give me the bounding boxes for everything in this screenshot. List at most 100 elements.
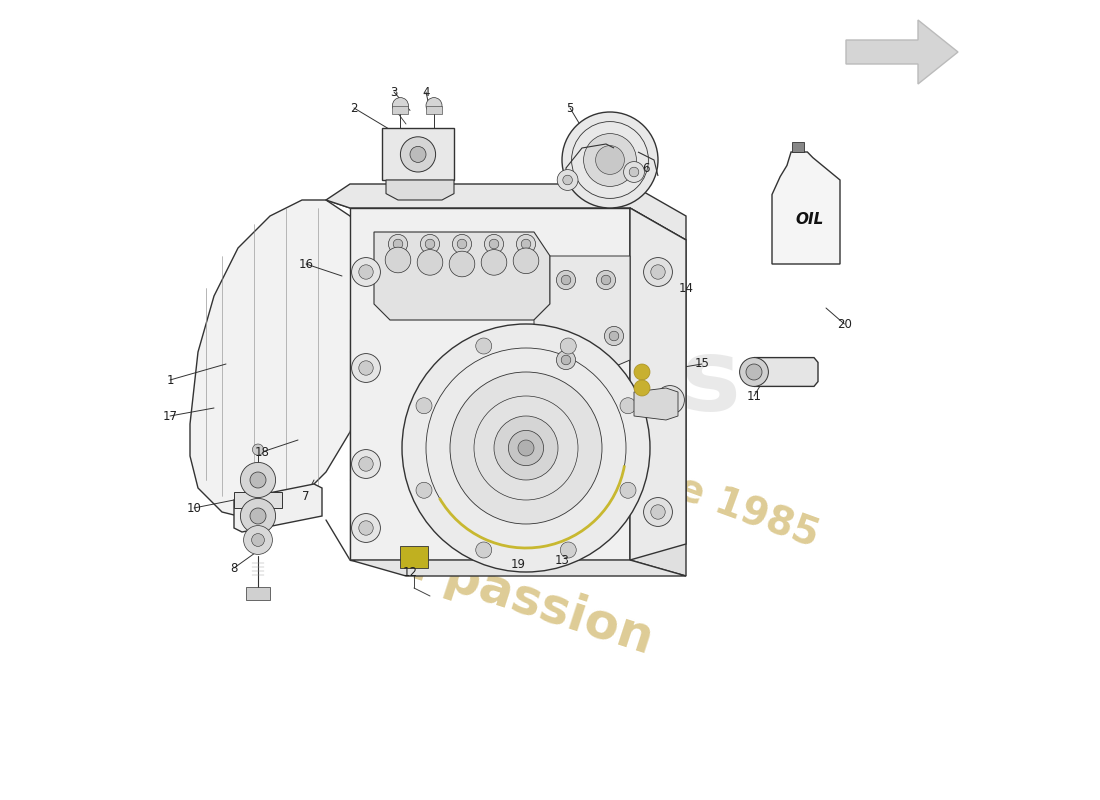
Circle shape <box>417 250 443 275</box>
Text: 10: 10 <box>187 502 201 514</box>
Circle shape <box>604 326 624 346</box>
Circle shape <box>250 472 266 488</box>
Text: 8: 8 <box>230 562 238 574</box>
Polygon shape <box>634 388 678 420</box>
Circle shape <box>476 338 492 354</box>
FancyBboxPatch shape <box>393 106 408 114</box>
Circle shape <box>241 462 276 498</box>
Circle shape <box>352 258 381 286</box>
Circle shape <box>644 498 672 526</box>
Circle shape <box>620 398 636 414</box>
FancyBboxPatch shape <box>426 106 442 114</box>
Text: a passion: a passion <box>390 536 659 664</box>
Polygon shape <box>534 256 630 384</box>
Circle shape <box>663 393 678 407</box>
Circle shape <box>494 416 558 480</box>
Polygon shape <box>846 20 958 84</box>
Circle shape <box>629 167 639 177</box>
Circle shape <box>402 324 650 572</box>
Circle shape <box>359 361 373 375</box>
Circle shape <box>508 430 543 466</box>
Circle shape <box>426 98 442 114</box>
FancyBboxPatch shape <box>792 142 804 152</box>
Circle shape <box>416 398 432 414</box>
Circle shape <box>252 534 264 546</box>
Polygon shape <box>630 208 686 576</box>
Text: europes: europes <box>286 335 741 433</box>
Circle shape <box>476 542 492 558</box>
Circle shape <box>400 137 436 172</box>
Circle shape <box>651 265 666 279</box>
Text: 18: 18 <box>254 446 270 458</box>
Polygon shape <box>190 200 374 520</box>
Circle shape <box>410 146 426 162</box>
Circle shape <box>656 386 684 414</box>
Polygon shape <box>374 232 550 320</box>
Polygon shape <box>350 208 630 560</box>
Circle shape <box>359 457 373 471</box>
Polygon shape <box>382 128 454 180</box>
Circle shape <box>516 234 536 254</box>
Circle shape <box>449 251 475 277</box>
Text: 19: 19 <box>510 558 526 570</box>
Circle shape <box>388 234 408 254</box>
Circle shape <box>426 239 434 249</box>
Text: 17: 17 <box>163 410 177 422</box>
Text: 15: 15 <box>694 358 710 370</box>
Circle shape <box>620 482 636 498</box>
Text: 4: 4 <box>422 86 430 98</box>
Circle shape <box>602 275 610 285</box>
Circle shape <box>651 505 666 519</box>
Circle shape <box>352 450 381 478</box>
Circle shape <box>596 270 616 290</box>
Circle shape <box>359 265 373 279</box>
Circle shape <box>644 258 672 286</box>
Circle shape <box>450 372 602 524</box>
Text: 7: 7 <box>302 490 310 502</box>
Circle shape <box>563 175 572 185</box>
Circle shape <box>514 248 539 274</box>
Text: 2: 2 <box>350 102 358 114</box>
Circle shape <box>359 521 373 535</box>
FancyBboxPatch shape <box>399 546 428 568</box>
Polygon shape <box>630 208 686 560</box>
Circle shape <box>521 239 531 249</box>
Circle shape <box>746 364 762 380</box>
Circle shape <box>561 355 571 365</box>
Text: 1: 1 <box>166 374 174 386</box>
Circle shape <box>420 234 440 254</box>
Text: 6: 6 <box>642 162 650 174</box>
Polygon shape <box>772 152 840 264</box>
Circle shape <box>561 275 571 285</box>
Polygon shape <box>350 560 686 576</box>
Text: 14: 14 <box>679 282 693 294</box>
Text: 16: 16 <box>298 258 314 270</box>
Circle shape <box>490 239 498 249</box>
Circle shape <box>393 239 403 249</box>
FancyBboxPatch shape <box>234 492 282 508</box>
Text: 12: 12 <box>403 566 418 578</box>
Polygon shape <box>386 180 454 200</box>
Text: 13: 13 <box>554 554 570 566</box>
Circle shape <box>243 526 273 554</box>
Circle shape <box>250 508 266 524</box>
Text: 3: 3 <box>390 86 398 98</box>
Circle shape <box>609 331 619 341</box>
Circle shape <box>634 364 650 380</box>
Circle shape <box>558 170 578 190</box>
FancyBboxPatch shape <box>246 587 270 600</box>
Circle shape <box>241 498 276 534</box>
Text: 20: 20 <box>837 318 851 330</box>
Polygon shape <box>326 184 686 240</box>
Circle shape <box>557 350 575 370</box>
Circle shape <box>562 112 658 208</box>
Circle shape <box>560 542 576 558</box>
Circle shape <box>484 234 504 254</box>
Circle shape <box>560 338 576 354</box>
Circle shape <box>385 247 410 273</box>
Text: OIL: OIL <box>795 212 824 226</box>
Text: 11: 11 <box>747 390 761 402</box>
Circle shape <box>252 444 264 455</box>
Circle shape <box>595 146 625 174</box>
Circle shape <box>481 250 507 275</box>
